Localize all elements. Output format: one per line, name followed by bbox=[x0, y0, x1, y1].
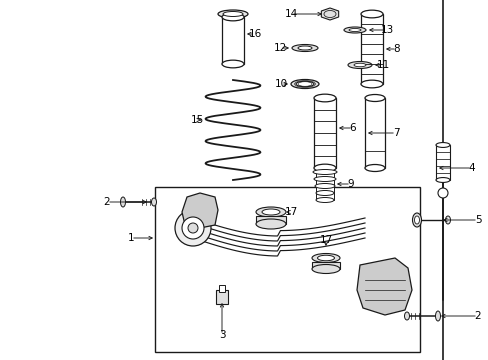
Text: 17: 17 bbox=[319, 235, 332, 245]
Ellipse shape bbox=[256, 207, 285, 217]
Ellipse shape bbox=[312, 170, 336, 175]
Ellipse shape bbox=[297, 46, 311, 50]
Polygon shape bbox=[356, 258, 411, 315]
Bar bbox=[315, 172, 333, 200]
Text: 5: 5 bbox=[474, 215, 480, 225]
Ellipse shape bbox=[295, 81, 313, 87]
Ellipse shape bbox=[364, 94, 384, 102]
Ellipse shape bbox=[290, 80, 318, 89]
Ellipse shape bbox=[343, 27, 365, 33]
Ellipse shape bbox=[347, 62, 371, 68]
Ellipse shape bbox=[313, 164, 335, 172]
Text: 2: 2 bbox=[474, 311, 480, 321]
Text: 1: 1 bbox=[127, 233, 134, 243]
Ellipse shape bbox=[313, 176, 335, 181]
Ellipse shape bbox=[311, 253, 339, 262]
Text: 14: 14 bbox=[284, 9, 297, 19]
Ellipse shape bbox=[313, 94, 335, 102]
Ellipse shape bbox=[353, 63, 365, 67]
Text: 15: 15 bbox=[190, 115, 203, 125]
Ellipse shape bbox=[262, 209, 280, 215]
Text: 13: 13 bbox=[380, 25, 393, 35]
Text: 17: 17 bbox=[284, 207, 297, 217]
Ellipse shape bbox=[360, 80, 382, 88]
Ellipse shape bbox=[364, 165, 384, 171]
Ellipse shape bbox=[435, 311, 440, 321]
Ellipse shape bbox=[223, 12, 243, 17]
Bar bbox=[216, 290, 227, 304]
Ellipse shape bbox=[222, 60, 244, 68]
Ellipse shape bbox=[360, 10, 382, 18]
Text: 7: 7 bbox=[392, 128, 399, 138]
Ellipse shape bbox=[317, 255, 334, 261]
Ellipse shape bbox=[151, 198, 156, 206]
Ellipse shape bbox=[414, 216, 419, 224]
Ellipse shape bbox=[324, 10, 335, 18]
Bar bbox=[435, 145, 449, 180]
Ellipse shape bbox=[187, 223, 198, 233]
Ellipse shape bbox=[437, 188, 447, 198]
Ellipse shape bbox=[311, 265, 339, 274]
Text: 4: 4 bbox=[468, 163, 474, 173]
Ellipse shape bbox=[120, 197, 125, 207]
Bar bbox=[364, 98, 384, 168]
Text: 11: 11 bbox=[376, 60, 389, 70]
Text: 12: 12 bbox=[273, 43, 286, 53]
Ellipse shape bbox=[182, 217, 203, 239]
Text: 16: 16 bbox=[248, 29, 261, 39]
Bar bbox=[360, 14, 382, 84]
Ellipse shape bbox=[222, 13, 244, 21]
Ellipse shape bbox=[175, 210, 210, 246]
Ellipse shape bbox=[435, 177, 449, 183]
Bar bbox=[222, 17, 244, 64]
Ellipse shape bbox=[218, 10, 247, 18]
Polygon shape bbox=[321, 8, 338, 20]
Text: 2: 2 bbox=[103, 197, 110, 207]
Bar bbox=[256, 216, 285, 224]
Bar bbox=[313, 98, 335, 168]
Bar bbox=[155, 187, 419, 352]
Polygon shape bbox=[182, 193, 218, 228]
Bar bbox=[311, 262, 339, 269]
Text: 3: 3 bbox=[218, 330, 225, 340]
Bar bbox=[219, 285, 224, 292]
Ellipse shape bbox=[412, 213, 421, 227]
Ellipse shape bbox=[291, 45, 317, 51]
Text: 9: 9 bbox=[347, 179, 354, 189]
Ellipse shape bbox=[315, 198, 333, 202]
Text: 8: 8 bbox=[393, 44, 400, 54]
Text: 10: 10 bbox=[274, 79, 287, 89]
Ellipse shape bbox=[315, 190, 333, 195]
Ellipse shape bbox=[256, 219, 285, 229]
Ellipse shape bbox=[445, 216, 449, 224]
Ellipse shape bbox=[314, 184, 334, 189]
Ellipse shape bbox=[404, 312, 408, 320]
Text: 6: 6 bbox=[349, 123, 356, 133]
Ellipse shape bbox=[348, 28, 360, 31]
Ellipse shape bbox=[435, 143, 449, 148]
